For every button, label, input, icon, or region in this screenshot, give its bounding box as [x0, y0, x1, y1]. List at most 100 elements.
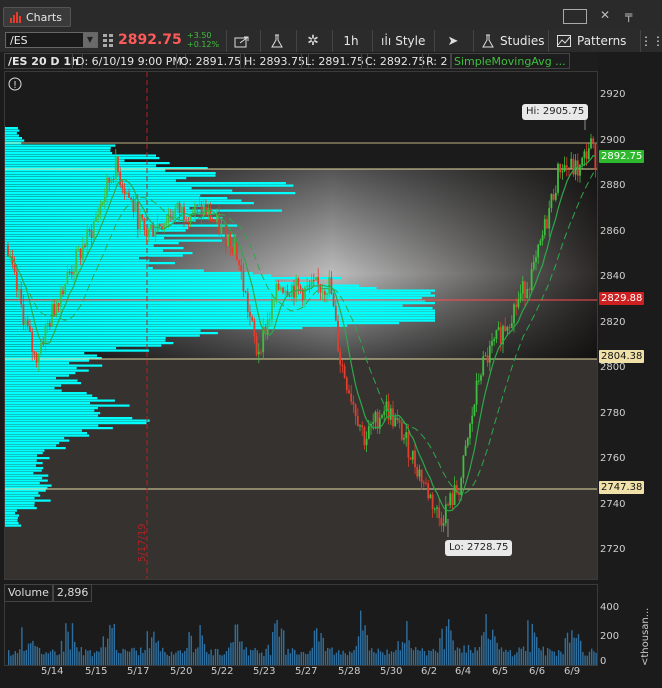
volume-bar — [234, 624, 236, 665]
candle-body — [75, 250, 78, 271]
date-label: 5/23 — [253, 666, 276, 677]
profile-bar — [5, 209, 282, 212]
profile-bar — [5, 294, 435, 297]
sma-slow-line — [8, 170, 596, 495]
volume-bar — [45, 652, 47, 665]
style-button[interactable]: ıİı Style — [372, 30, 431, 52]
volume-bar — [423, 651, 426, 665]
profile-bar — [5, 314, 435, 317]
volume-bar — [243, 649, 245, 665]
volume-pane[interactable] — [4, 584, 598, 666]
price-chart[interactable]: 5/17/19 ! Hi: 2905.75 Lo: 2728.75 — [4, 71, 598, 580]
volume-bar — [547, 648, 549, 665]
candle-body — [433, 508, 436, 510]
grid-icon[interactable] — [103, 34, 114, 47]
candle-body — [176, 202, 179, 209]
volume-bar — [327, 647, 329, 665]
candle-body — [429, 494, 432, 499]
candle-body — [178, 202, 181, 214]
profile-bar — [5, 494, 41, 497]
studies-label: Studies — [500, 34, 545, 48]
volume-bar — [107, 638, 109, 665]
window-titlebar: Charts ✕ ╤ — [0, 0, 662, 31]
cursor-button[interactable]: ➤ — [434, 30, 471, 52]
volume-bar — [362, 630, 364, 665]
candle-body — [394, 418, 397, 427]
volume-bar — [470, 649, 472, 665]
profile-bar — [5, 189, 233, 192]
candle-body — [506, 327, 509, 332]
profile-bar — [5, 407, 98, 410]
more-button[interactable]: ⋮⋮ — [640, 30, 662, 52]
volume-bar — [375, 653, 377, 665]
chevron-down-icon[interactable]: ▼ — [83, 33, 97, 47]
volume-bar — [439, 638, 441, 665]
flask-button[interactable] — [260, 30, 293, 52]
volume-bar — [184, 651, 186, 665]
profile-bar — [5, 484, 52, 487]
profile-bar — [5, 272, 253, 275]
volume-bar — [415, 647, 417, 665]
price-change: +3.50 +0.12% — [187, 31, 219, 49]
candle-body — [121, 185, 124, 189]
volume-bar — [203, 643, 206, 665]
candle-body — [15, 271, 18, 291]
candle-body — [165, 222, 168, 224]
candle-body — [528, 288, 531, 290]
profile-bar — [5, 244, 154, 247]
symbol-input[interactable]: /ES ▼ — [5, 32, 98, 48]
patterns-button[interactable]: Patterns — [548, 30, 633, 52]
candle-body — [271, 300, 273, 320]
profile-bar — [5, 172, 216, 175]
profile-bar — [5, 257, 139, 260]
candle-body — [218, 214, 221, 234]
study-label[interactable]: SimpleMovingAvg ... — [450, 53, 570, 69]
volume-bar — [289, 653, 291, 665]
volume-bar — [21, 627, 23, 665]
volume-bar — [219, 654, 221, 665]
candle-body — [466, 438, 469, 446]
candle-body — [436, 507, 438, 509]
maximize-icon[interactable] — [563, 9, 587, 24]
candle-body — [240, 265, 243, 272]
volume-bar — [19, 649, 21, 665]
volume-bar — [388, 653, 390, 665]
candle-body — [189, 215, 192, 223]
volume-bar — [401, 642, 404, 665]
volume-bar — [586, 655, 588, 665]
volume-bar — [188, 632, 190, 665]
volume-bar — [14, 651, 16, 665]
change-abs: +3.50 — [187, 31, 212, 40]
date-axis[interactable] — [0, 666, 662, 688]
close-icon[interactable]: ✕ — [600, 8, 611, 22]
profile-bar — [5, 499, 51, 502]
candle-body — [257, 351, 260, 355]
volume-bar — [85, 649, 87, 665]
volume-bar — [162, 647, 164, 665]
timeframe-button[interactable]: 1h — [332, 30, 369, 52]
settings-button[interactable]: ✲ — [296, 30, 329, 52]
volume-bar — [30, 643, 32, 665]
profile-bar — [5, 414, 99, 417]
volume-bar — [118, 652, 120, 665]
profile-bar — [5, 349, 149, 352]
profile-bar — [5, 344, 162, 347]
date-label: 5/14 — [41, 666, 64, 677]
volume-bar — [518, 647, 520, 665]
pin-icon[interactable]: ╤ — [625, 8, 633, 22]
candle-body — [521, 281, 524, 294]
profile-bar — [5, 474, 49, 477]
profile-bar — [5, 409, 95, 412]
alert-icon — [8, 77, 22, 91]
volume-bar — [135, 650, 137, 665]
studies-button[interactable]: Studies — [473, 30, 546, 52]
profile-bar — [5, 379, 78, 382]
candle-body — [537, 244, 540, 258]
patterns-icon — [557, 35, 571, 47]
charts-tab[interactable]: Charts — [3, 7, 71, 27]
date-label: 6/9 — [564, 666, 581, 677]
candle-body — [477, 380, 480, 382]
share-button[interactable] — [226, 30, 257, 52]
candle-body — [372, 422, 375, 424]
candle-body — [150, 224, 152, 229]
